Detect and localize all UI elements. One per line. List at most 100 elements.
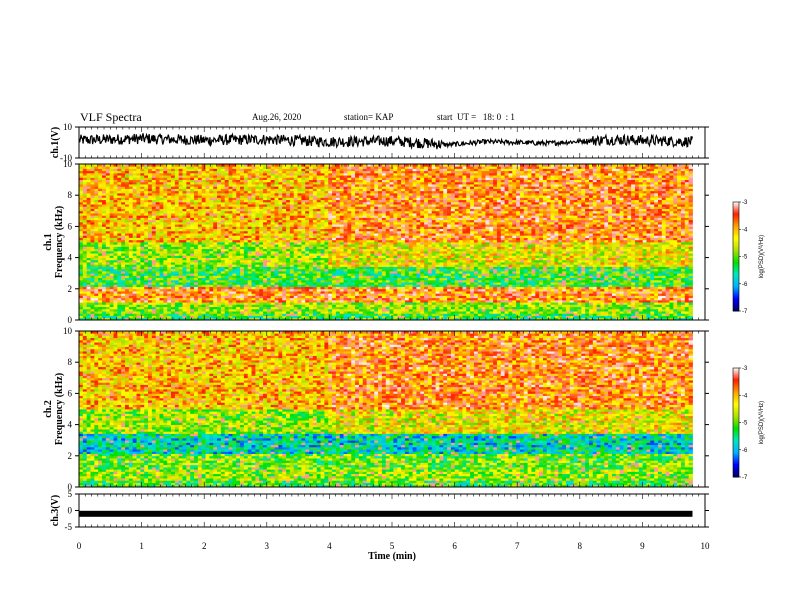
sp1-panel-cell	[585, 270, 590, 274]
sp1-panel-cell	[424, 304, 429, 308]
sp1-panel-cell	[255, 275, 260, 279]
sp1-panel-cell	[109, 293, 114, 296]
sp1-panel-cell	[546, 302, 552, 305]
sp1-panel-cell	[650, 313, 655, 316]
sp1-panel-cell	[535, 284, 540, 287]
sp1-panel-cell	[661, 268, 667, 272]
sp1-panel-cell	[171, 302, 176, 305]
sp1-panel-cell	[343, 273, 348, 276]
sp1-panel-cell	[186, 266, 191, 270]
sp1-panel-cell	[473, 279, 479, 283]
sp1-panel-cell	[163, 255, 168, 258]
sp1-panel-cell	[194, 297, 199, 301]
sp1-panel-cell	[615, 288, 621, 292]
sp1-panel-cell	[535, 317, 540, 321]
sp1-panel-cell	[634, 304, 640, 308]
sp1-panel-cell	[205, 268, 210, 272]
sp1-panel-cell	[611, 293, 617, 296]
sp1-panel-cell	[171, 279, 176, 283]
sp1-panel-cell	[627, 302, 632, 305]
sp1-panel-cell	[217, 284, 222, 287]
sp1-panel-cell	[148, 262, 153, 265]
sp1-panel-cell	[412, 264, 417, 267]
sp1-panel-cell	[523, 266, 528, 270]
sp1-panel-cell	[573, 291, 578, 294]
sp1-panel-cell	[554, 259, 559, 263]
sp1-panel-cell	[151, 295, 157, 299]
sp1-panel-cell	[182, 299, 187, 303]
sp1-panel-cell	[496, 273, 502, 276]
sp1-panel-cell	[473, 266, 479, 270]
sp1-panel-cell	[516, 311, 521, 314]
sp1-panel-cell	[404, 297, 410, 301]
sp1-panel-cell	[642, 302, 647, 305]
sp1-panel-cell	[370, 304, 375, 308]
sp1-panel-cell	[86, 275, 91, 279]
sp1-panel-cell	[439, 262, 444, 265]
sp1-panel-cell	[615, 297, 621, 301]
sp1-panel-cell	[324, 315, 329, 319]
sp1-panel-cell	[351, 293, 356, 296]
sp1-panel-cell	[174, 262, 180, 265]
sp1-panel-cell	[232, 264, 237, 267]
sp1-panel-cell	[688, 291, 693, 294]
sp1-panel-cell	[535, 286, 540, 290]
sp1-panel-cell	[293, 264, 298, 267]
sp1-panel-cell	[665, 262, 670, 265]
sp1-panel-cell	[205, 279, 210, 283]
sp1-panel-cell	[305, 277, 310, 281]
sp1-panel-cell	[335, 284, 341, 287]
sp1-panel-cell	[286, 302, 291, 305]
sp1-panel-cell	[289, 306, 295, 310]
sp1-panel-cell	[638, 279, 644, 283]
sp1-panel-cell	[370, 264, 375, 267]
sp1-panel-cell	[144, 257, 149, 261]
sp1-panel-cell	[443, 279, 448, 283]
sp1-panel-cell	[347, 299, 352, 303]
sp1-panel-cell	[431, 270, 436, 274]
sp1-panel-cell	[374, 268, 379, 272]
sp1-panel-cell	[542, 302, 548, 305]
sp1-panel-cell	[504, 284, 509, 287]
sp1-panel-cell	[228, 299, 233, 303]
sp1-panel-cell	[389, 286, 394, 290]
sp1-panel-cell	[527, 282, 532, 285]
sp1-panel-cell	[439, 295, 444, 299]
sp1-panel-cell	[431, 295, 436, 299]
sp1-panel-cell	[493, 293, 498, 296]
sp1-panel-cell	[669, 279, 674, 283]
sp1-panel-cell	[462, 311, 467, 314]
sp1-panel-cell	[542, 313, 548, 316]
sp1-panel-cell	[500, 275, 505, 279]
sp1-panel-cell	[611, 277, 617, 281]
sp1-panel-cell	[401, 313, 406, 316]
sp1-panel-cell	[389, 308, 394, 312]
sp1-panel-cell	[684, 257, 690, 261]
sp1-panel-cell	[121, 282, 126, 285]
sp1-panel-cell	[320, 282, 325, 285]
sp1-panel-cell	[673, 304, 678, 308]
sp1-panel-cell	[266, 291, 272, 294]
sp1-panel-cell	[186, 315, 191, 319]
sp1-panel-cell	[151, 262, 157, 265]
sp1-panel-cell	[155, 266, 160, 270]
sp1-panel-cell	[542, 273, 548, 276]
sp1-panel-cell	[355, 286, 360, 290]
sp1-panel-cell	[201, 257, 206, 261]
sp1-panel-cell	[109, 270, 114, 274]
sp1-panel-cell	[504, 266, 509, 270]
sp1-panel-cell	[240, 273, 245, 276]
sp1-panel-cell	[240, 317, 245, 321]
sp1-panel-cell	[220, 306, 226, 310]
sp1-panel-cell	[573, 304, 578, 308]
sp1-panel-cell	[182, 262, 187, 265]
sp1-panel-cell	[558, 262, 563, 265]
sp1-panel-cell	[470, 273, 475, 276]
sp1-panel-cell	[412, 308, 417, 312]
sp1-panel-cell	[205, 295, 210, 299]
sp1-panel-cell	[650, 293, 655, 296]
sp1-panel-cell	[581, 273, 586, 276]
sp1-panel-cell	[274, 268, 279, 272]
sp1-panel-cell	[523, 306, 528, 310]
sp1-panel-cell	[504, 299, 509, 303]
